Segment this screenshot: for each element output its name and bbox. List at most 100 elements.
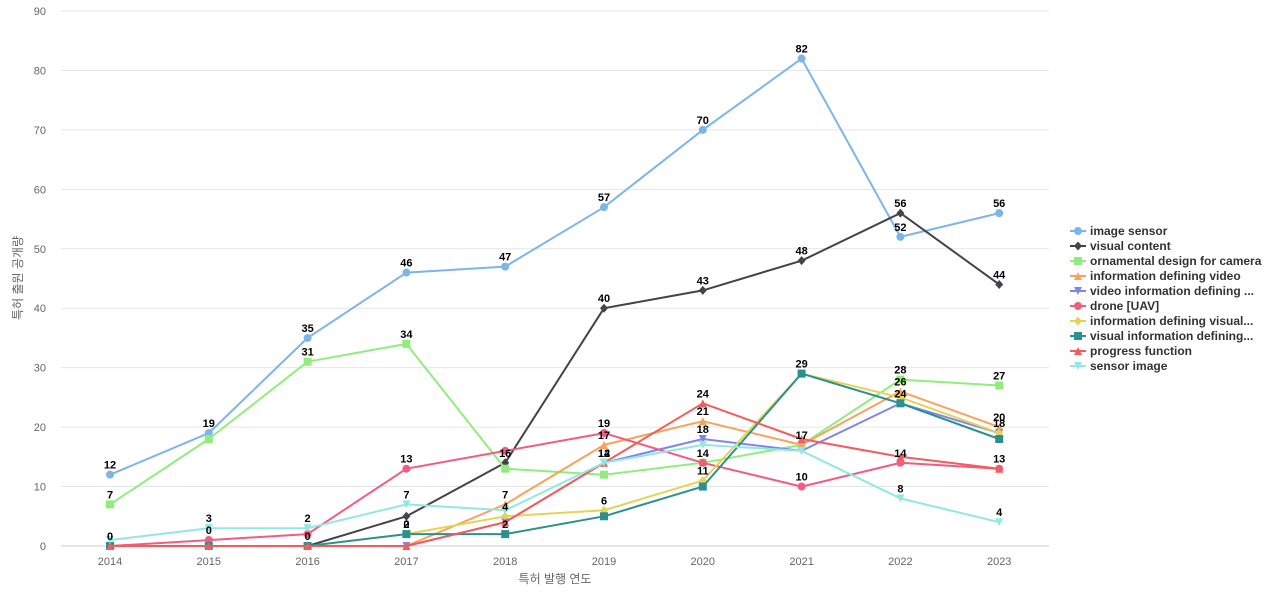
data-point (106, 542, 114, 550)
data-point (600, 440, 608, 449)
x-tick-label: 2019 (592, 556, 616, 568)
data-label: 28 (894, 365, 906, 377)
data-point (797, 54, 806, 63)
legend-item[interactable]: information defining video (1070, 269, 1241, 283)
series-line[interactable] (109, 57, 1001, 476)
data-label: 20 (993, 412, 1005, 424)
data-point (797, 435, 806, 443)
y-tick-label: 20 (34, 422, 46, 434)
data-label: 44 (993, 269, 1006, 281)
data-label: 56 (894, 198, 906, 210)
legend-label: image sensor (1090, 224, 1168, 238)
data-label: 52 (894, 222, 906, 234)
series-8[interactable] (106, 399, 1004, 550)
x-tick-label: 2014 (98, 556, 122, 568)
legend-item[interactable]: ornamental design for camera (1070, 254, 1262, 268)
data-point (402, 500, 411, 509)
data-label: 35 (301, 323, 313, 335)
series-line[interactable] (306, 212, 1001, 547)
data-label: 2 (403, 519, 409, 531)
data-point (501, 446, 510, 455)
series-line[interactable] (109, 402, 1001, 547)
data-label: 43 (697, 275, 709, 287)
data-label: 7 (502, 489, 508, 501)
series-line[interactable] (109, 342, 1001, 506)
y-tick-label: 0 (40, 541, 46, 553)
y-tick-label: 40 (34, 303, 46, 315)
data-point (797, 482, 806, 491)
data-point (402, 530, 411, 539)
legend-label: sensor image (1090, 359, 1168, 373)
data-point (501, 262, 510, 271)
series-line[interactable] (109, 443, 1001, 542)
data-point (600, 429, 608, 438)
legend-symbol (1074, 272, 1082, 280)
data-label: 13 (400, 454, 412, 466)
data-label: 2 (305, 513, 311, 525)
series-9[interactable] (106, 440, 1004, 545)
y-tick-label: 70 (34, 125, 46, 137)
data-point (698, 440, 707, 449)
legend-label: information defining visual... (1090, 314, 1253, 328)
data-label: 27 (993, 371, 1005, 383)
legend-symbol (1074, 347, 1082, 355)
legend-symbol (1074, 302, 1082, 310)
y-tick-label: 50 (34, 244, 46, 256)
data-label: 7 (403, 489, 409, 501)
data-point (600, 203, 608, 212)
legend-label: video information defining ... (1090, 284, 1254, 298)
data-point (600, 303, 608, 313)
data-label: 8 (897, 483, 903, 495)
legend-label: visual information defining... (1090, 329, 1253, 343)
x-tick-label: 2017 (394, 556, 418, 568)
legend-item[interactable]: image sensor (1070, 224, 1168, 238)
data-point (995, 464, 1004, 473)
legend-label: visual content (1090, 239, 1171, 253)
legend-symbol (1074, 316, 1082, 326)
data-label: 24 (894, 388, 907, 400)
data-point (698, 417, 707, 426)
data-point (698, 285, 707, 295)
x-axis-title: 특허 발행 연도 (519, 571, 592, 586)
legend-symbol (1074, 362, 1082, 370)
y-tick-label: 80 (34, 65, 46, 77)
data-label: 19 (203, 418, 215, 430)
data-label: 0 (206, 525, 212, 537)
data-point (402, 542, 411, 550)
data-label: 40 (598, 293, 610, 305)
legend-label: progress function (1090, 344, 1192, 358)
data-point (698, 458, 707, 467)
data-label: 48 (795, 246, 807, 258)
data-label: 10 (795, 472, 807, 484)
y-tick-label: 60 (34, 184, 46, 196)
legend-item[interactable]: sensor image (1070, 359, 1168, 373)
legend-item[interactable]: video information defining ... (1070, 284, 1254, 298)
data-point (501, 530, 510, 539)
data-point (797, 446, 806, 455)
data-point (106, 536, 114, 545)
data-point (303, 357, 312, 366)
data-point (303, 333, 312, 342)
data-point (995, 518, 1004, 527)
data-point (896, 399, 905, 408)
legend-item[interactable]: visual information defining... (1070, 329, 1253, 343)
data-label: 46 (400, 258, 412, 270)
legend-item[interactable]: visual content (1070, 239, 1171, 253)
gridlines (61, 10, 1049, 547)
data-point (204, 524, 213, 533)
data-point (501, 464, 510, 473)
series-5[interactable] (106, 429, 1004, 550)
data-point (896, 375, 905, 384)
legend-item[interactable]: drone [UAV] (1070, 299, 1159, 313)
y-axis-title: 특허 출원 공개량 (11, 236, 25, 320)
data-point (995, 435, 1004, 443)
data-label: 16 (499, 448, 511, 460)
data-point (896, 452, 905, 461)
series-7[interactable] (106, 369, 1004, 550)
legend-item[interactable]: progress function (1070, 344, 1192, 358)
legend-item[interactable]: information defining visual... (1070, 314, 1253, 328)
x-tick-label: 2016 (295, 556, 319, 568)
legend-symbol (1074, 287, 1082, 295)
